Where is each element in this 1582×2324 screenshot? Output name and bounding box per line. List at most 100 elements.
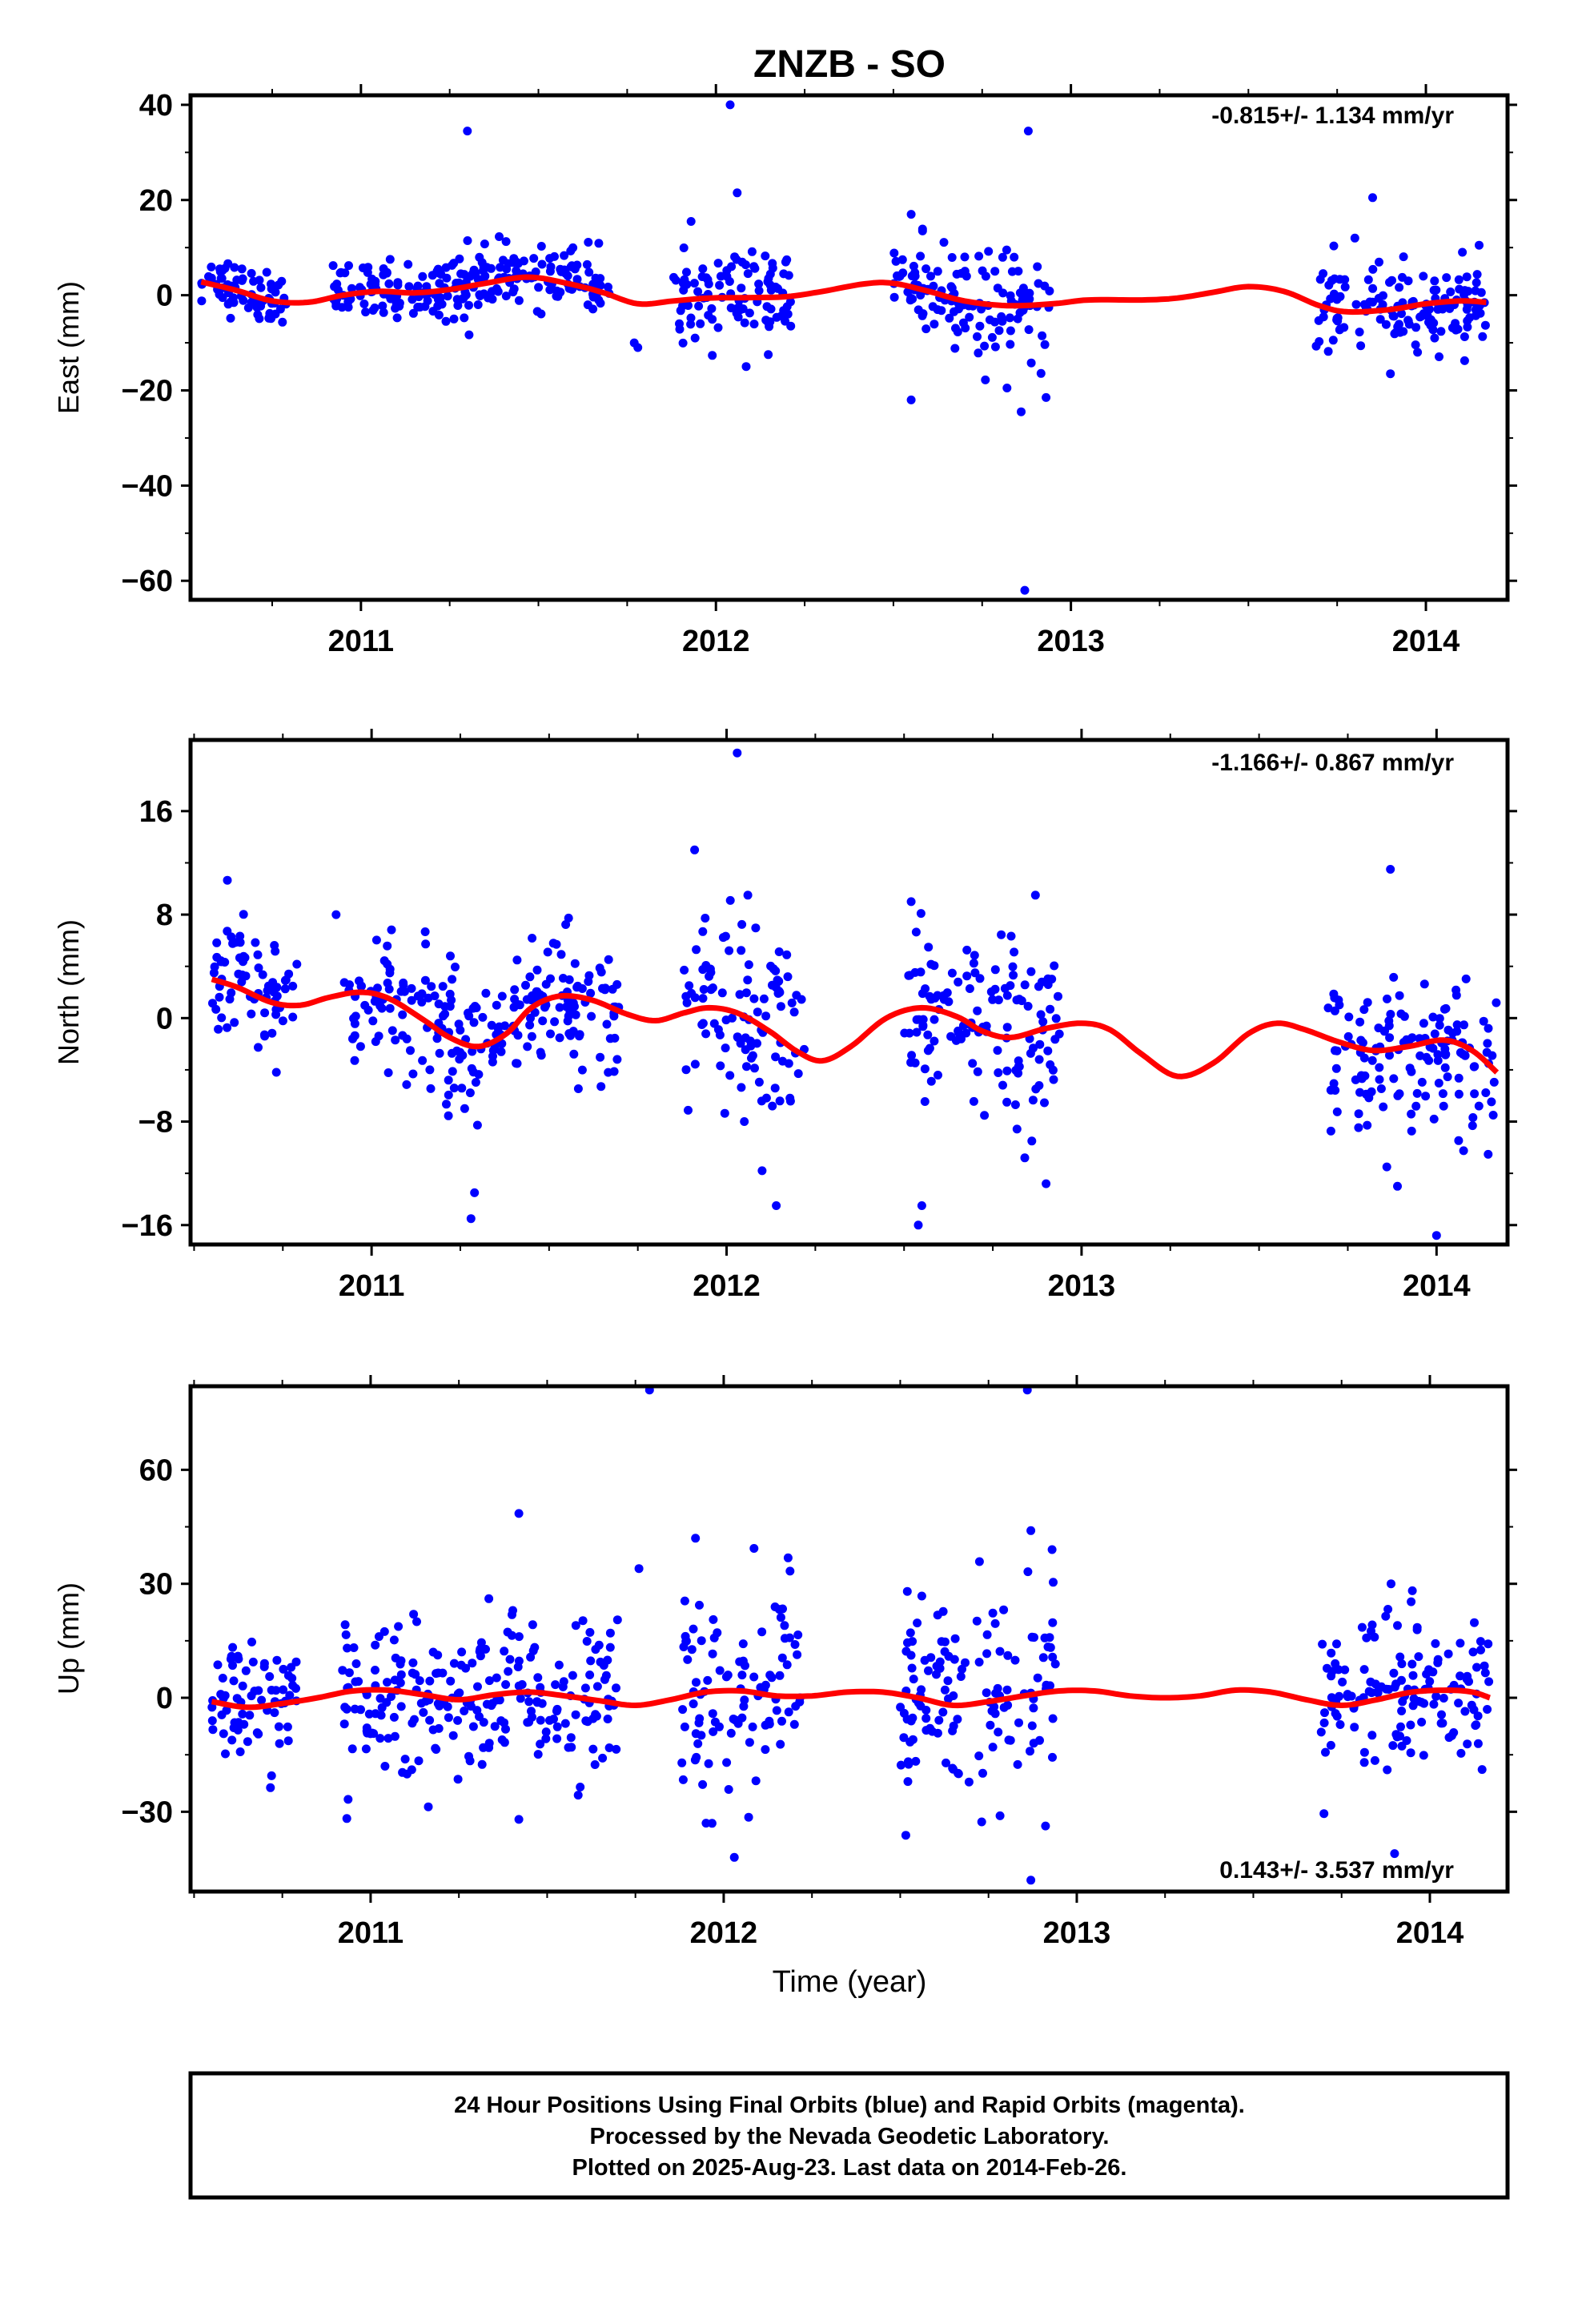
data-point [501,292,511,301]
data-point [1398,1697,1407,1707]
data-point [1038,1653,1048,1663]
data-point [1329,1079,1339,1088]
data-point [715,1666,725,1675]
data-point [407,983,416,993]
data-point [692,945,701,955]
data-point [1359,1665,1369,1675]
data-point [1013,1759,1022,1769]
data-point [514,1681,524,1691]
data-point [1436,327,1446,336]
data-point [509,254,519,263]
data-point [783,972,793,982]
data-point [1438,1089,1447,1099]
data-point [903,287,913,296]
data-point [1384,1016,1394,1026]
data-point [1030,1633,1038,1642]
data-point [1040,1098,1049,1108]
data-point [950,344,960,353]
data-point [605,1628,615,1638]
data-point [679,285,689,295]
data-point [1014,1068,1023,1078]
data-point [1356,1035,1366,1045]
data-point [785,1096,795,1106]
data-point [592,1682,602,1691]
east-points [197,100,1490,595]
data-point [990,342,1000,352]
data-point-outlier [691,1534,701,1543]
data-point [1405,1035,1415,1044]
data-point [1319,1718,1329,1727]
data-point [389,1712,399,1722]
data-point [1480,320,1490,330]
data-point [280,984,290,994]
data-point [754,1077,764,1087]
data-point [207,262,216,271]
data-point [217,1013,227,1023]
data-point [1460,1707,1470,1716]
data-point [413,303,423,312]
data-point [259,1662,269,1671]
data-point [1357,1622,1367,1632]
data-point [709,1727,718,1736]
data-point [341,1630,351,1639]
data-point [678,1775,688,1784]
data-point [1443,1025,1453,1035]
data-point [675,319,684,328]
data-point [536,309,546,319]
data-point [1435,1020,1444,1030]
data-point [961,324,970,333]
data-point [716,1061,725,1071]
data-point [443,1702,452,1711]
data-point-outlier [463,127,472,136]
data-point [1033,262,1042,271]
data-point [751,923,761,933]
data-point [1390,1683,1399,1692]
data-point [1054,1029,1064,1039]
data-point [1407,1126,1416,1136]
data-point [1331,1063,1341,1073]
data-point [981,375,990,384]
data-point [406,1046,415,1055]
data-point [566,1733,576,1743]
data-point [924,943,934,952]
data-point [441,316,451,326]
data-point [695,1600,704,1610]
data-point [263,986,272,995]
north-x-tick-label: 2012 [693,1269,761,1303]
data-point [603,1715,612,1723]
data-point [738,1639,748,1649]
data-point [438,982,448,991]
data-point [1393,322,1403,332]
data-point [924,1666,933,1675]
data-point [476,1651,485,1661]
data-point [393,278,403,287]
data-point [497,991,507,1001]
data-point [594,239,604,248]
north-points [208,748,1501,1240]
data-point [950,307,958,316]
data-point [208,1725,218,1735]
data-point [484,1676,494,1686]
data-point [692,1678,701,1687]
data-point [545,1715,554,1725]
data-point [1417,1717,1427,1727]
data-point [495,1022,504,1031]
data-point [715,1722,724,1731]
data-point [1428,1012,1438,1022]
data-point [449,1084,459,1093]
data-point [370,280,379,289]
data-point [940,1685,950,1695]
data-point [709,1614,718,1624]
data-point [770,1084,780,1093]
data-point [1488,1111,1498,1120]
data-point [732,255,741,264]
data-point [944,997,954,1007]
data-point [1049,1075,1058,1084]
data-point [278,317,287,327]
data-point [1344,1012,1354,1022]
data-point [933,1610,942,1620]
data-point [1437,1710,1446,1719]
data-point [260,1031,270,1041]
data-point [448,1067,457,1076]
data-point [1454,1699,1464,1708]
